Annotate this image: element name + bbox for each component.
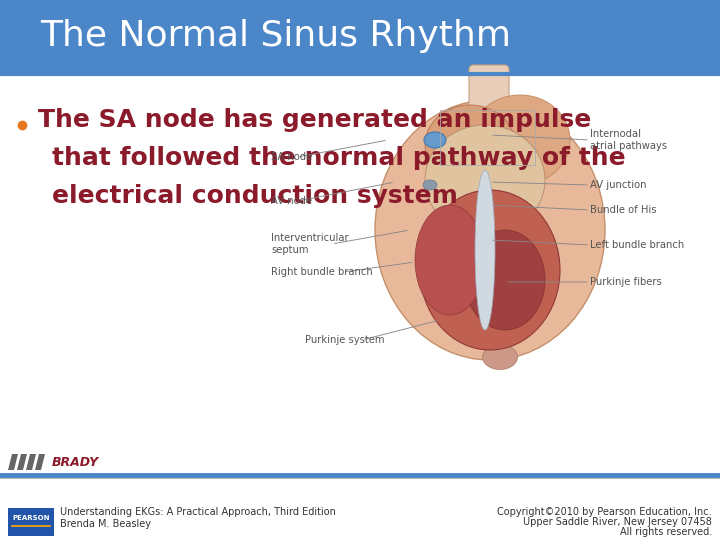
Text: Understanding EKGs: A Practical Approach, Third Edition: Understanding EKGs: A Practical Approach… (60, 507, 336, 517)
FancyBboxPatch shape (0, 0, 720, 72)
Text: that followed the normal pathway of the: that followed the normal pathway of the (52, 146, 626, 170)
Text: SA node: SA node (271, 152, 312, 162)
Polygon shape (35, 454, 45, 470)
Ellipse shape (424, 132, 446, 148)
Ellipse shape (375, 100, 605, 360)
Text: PEARSON: PEARSON (12, 515, 50, 521)
Polygon shape (17, 454, 27, 470)
Polygon shape (8, 454, 18, 470)
Ellipse shape (423, 180, 437, 190)
Ellipse shape (425, 105, 515, 185)
Ellipse shape (465, 230, 545, 330)
Ellipse shape (475, 170, 495, 330)
FancyBboxPatch shape (8, 508, 54, 536)
Text: electrical conduction system: electrical conduction system (52, 184, 458, 208)
FancyBboxPatch shape (469, 65, 509, 155)
Text: AV node: AV node (271, 196, 312, 206)
Text: Bundle of His: Bundle of His (590, 205, 657, 215)
Text: Interventricular
septum: Interventricular septum (271, 233, 348, 255)
Text: BRADY: BRADY (52, 456, 99, 469)
Ellipse shape (482, 345, 518, 369)
Text: Purkinje system: Purkinje system (305, 335, 384, 345)
Text: The SA node has generated an impulse: The SA node has generated an impulse (38, 108, 591, 132)
Text: Left bundle branch: Left bundle branch (590, 240, 684, 250)
Text: Right bundle branch: Right bundle branch (271, 267, 373, 277)
Ellipse shape (425, 125, 545, 235)
Text: AV junction: AV junction (590, 180, 647, 190)
Text: Purkinje fibers: Purkinje fibers (590, 277, 662, 287)
Ellipse shape (420, 190, 560, 350)
Text: Brenda M. Beasley: Brenda M. Beasley (60, 519, 151, 529)
Text: Copyright©2010 by Pearson Education, Inc.: Copyright©2010 by Pearson Education, Inc… (498, 507, 712, 517)
Ellipse shape (470, 95, 570, 185)
Ellipse shape (415, 205, 485, 315)
Polygon shape (26, 454, 36, 470)
Text: Upper Saddle River, New Jersey 07458: Upper Saddle River, New Jersey 07458 (523, 517, 712, 527)
Text: All rights reserved.: All rights reserved. (620, 527, 712, 537)
Text: Internodal
atrial pathways: Internodal atrial pathways (590, 129, 667, 151)
Text: The Normal Sinus Rhythm: The Normal Sinus Rhythm (40, 19, 511, 53)
